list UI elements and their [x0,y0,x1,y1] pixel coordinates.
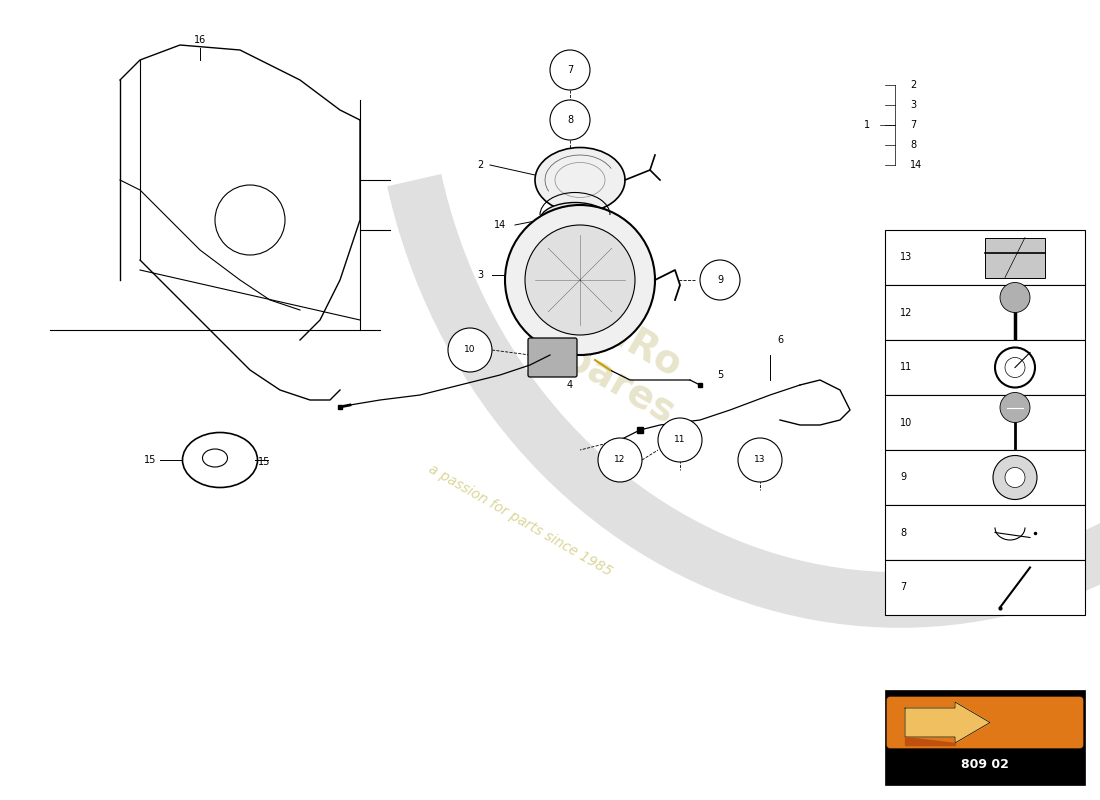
Text: 4: 4 [566,380,573,390]
Bar [886,560,1085,615]
Text: 12: 12 [614,455,626,465]
Text: 809 02: 809 02 [961,758,1009,771]
Bar [886,395,1085,450]
Text: 7: 7 [910,120,916,130]
Text: 14: 14 [494,220,506,230]
Text: 7: 7 [566,65,573,75]
Circle shape [1005,467,1025,487]
Text: 8: 8 [910,140,916,150]
Circle shape [448,328,492,372]
Circle shape [550,100,590,140]
Text: 3: 3 [910,100,916,110]
Text: 10: 10 [900,418,912,427]
Text: 8: 8 [900,527,906,538]
Text: 6: 6 [777,335,783,345]
Text: 13: 13 [755,455,766,465]
Bar [886,285,1085,340]
Bar [984,238,1045,278]
Circle shape [505,205,654,355]
Text: 2: 2 [910,80,916,90]
Text: 10: 10 [464,346,475,354]
Bar [886,340,1085,395]
Circle shape [1000,393,1030,422]
Text: a passion for parts since 1985: a passion for parts since 1985 [426,462,614,578]
Text: 11: 11 [900,362,912,373]
Circle shape [700,260,740,300]
Text: 5: 5 [717,370,723,380]
Text: 14: 14 [910,160,922,170]
Polygon shape [905,737,955,745]
FancyBboxPatch shape [887,697,1084,748]
Circle shape [658,418,702,462]
Circle shape [550,50,590,90]
Text: 7: 7 [900,582,906,593]
Text: 16: 16 [194,35,206,45]
Circle shape [993,455,1037,499]
Text: 2: 2 [477,160,483,170]
Text: 12: 12 [900,307,912,318]
Ellipse shape [540,202,611,238]
Text: 8: 8 [566,115,573,125]
Text: 3: 3 [477,270,483,280]
Circle shape [1000,282,1030,313]
Bar [886,690,1085,785]
Text: 1: 1 [864,120,870,130]
Bar [886,450,1085,505]
Text: 15: 15 [144,455,156,465]
Text: 11: 11 [674,435,685,445]
Circle shape [598,438,642,482]
Text: 15: 15 [258,457,271,467]
Circle shape [525,225,635,335]
Circle shape [738,438,782,482]
Bar [886,230,1085,285]
FancyBboxPatch shape [528,338,578,377]
Ellipse shape [535,147,625,213]
Bar [886,505,1085,560]
Polygon shape [905,702,990,743]
Text: 9: 9 [717,275,723,285]
Text: 9: 9 [900,473,906,482]
Text: 13: 13 [900,253,912,262]
Text: euRo
spares: euRo spares [537,288,704,432]
